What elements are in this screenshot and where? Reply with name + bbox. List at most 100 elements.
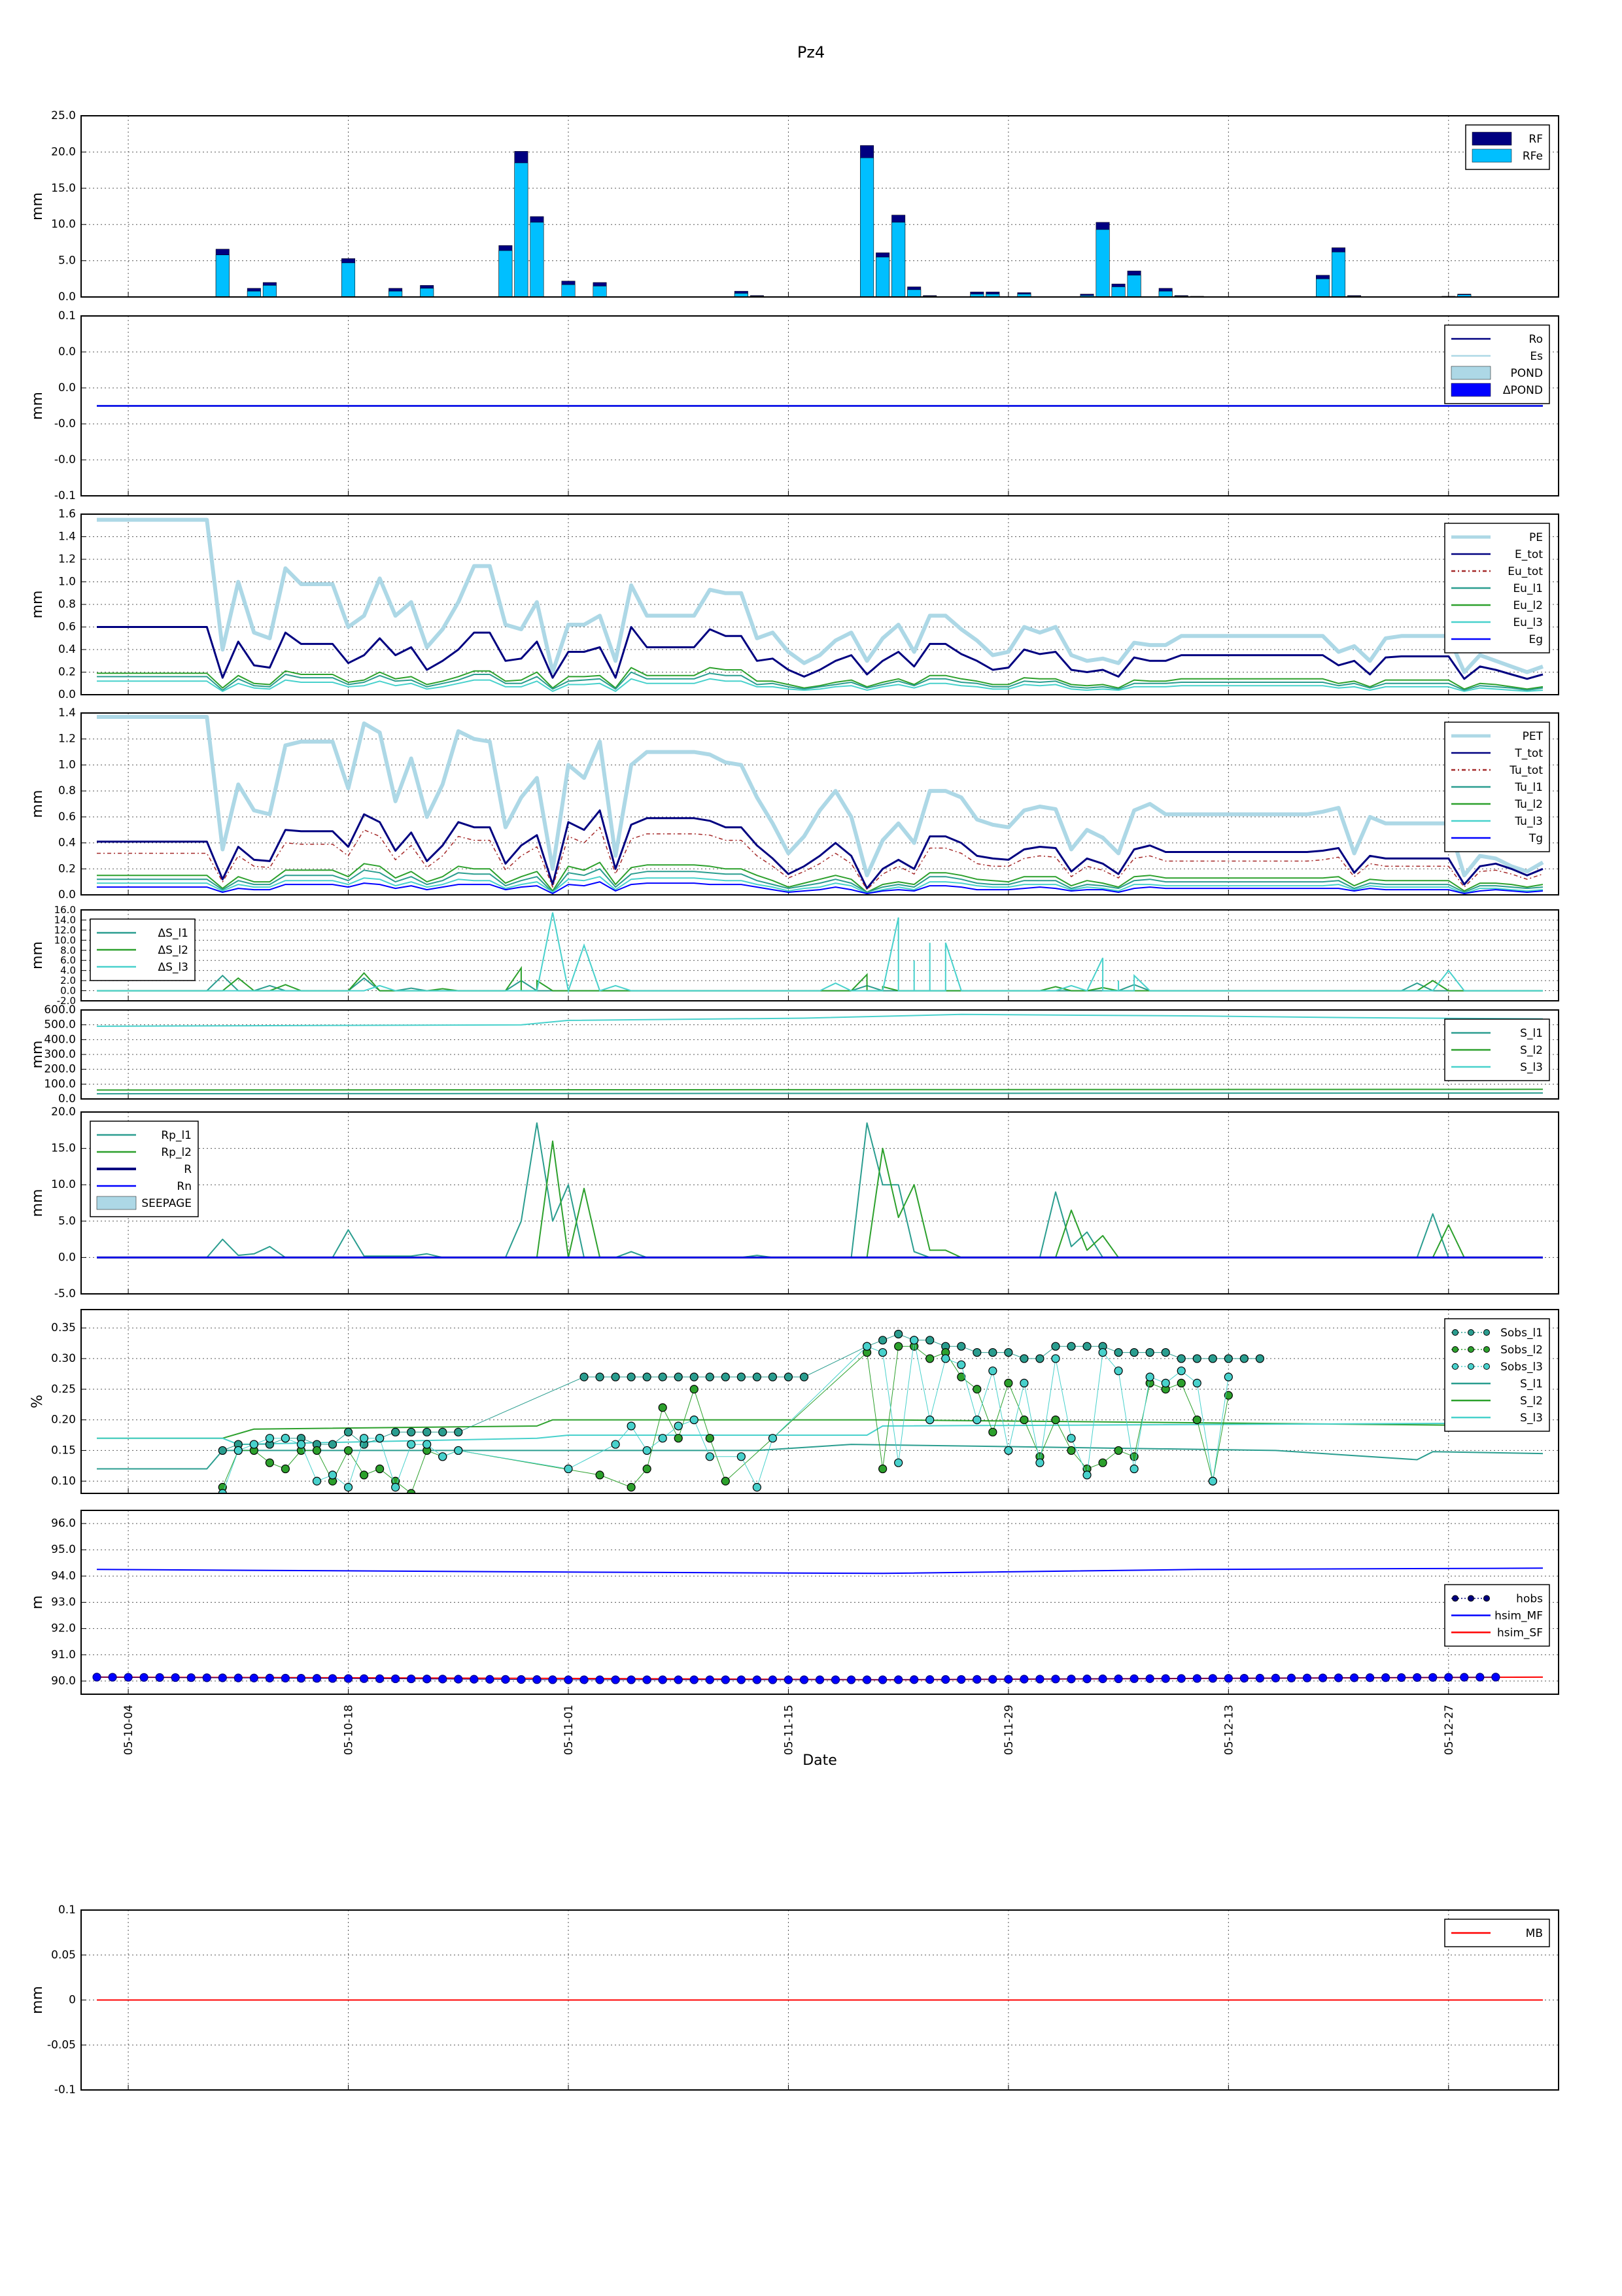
legend-label: Ro (1529, 333, 1543, 346)
obs-point-Sobs_l2 (1224, 1391, 1233, 1400)
ytick-label: 95.0 (51, 1543, 76, 1556)
obs-point-Sobs_l1 (925, 1336, 935, 1345)
obs-point-Sobs_l1 (784, 1372, 793, 1382)
bar-RFe (215, 254, 230, 297)
obs-point-hobs (752, 1675, 761, 1684)
obs-point-hobs (1145, 1674, 1154, 1683)
obs-point-Sobs_l3 (1145, 1372, 1154, 1382)
obs-point-Sobs_l2 (627, 1483, 636, 1492)
bar-RFe (247, 290, 261, 297)
obs-point-hobs (296, 1674, 306, 1683)
legend-dot (1483, 1363, 1490, 1370)
obs-point-Sobs_l1 (1177, 1354, 1186, 1363)
obs-point-hobs (1349, 1673, 1359, 1682)
obs-point-Sobs_l3 (1082, 1470, 1092, 1480)
ytick-label: 1.4 (58, 706, 76, 720)
obs-point-Sobs_l1 (1004, 1348, 1013, 1357)
panel-dstore: -2.00.02.04.06.08.010.012.014.016.0 mm ΔS_… (29, 904, 1559, 1007)
bar-RFe (860, 158, 874, 297)
series-line-Tu_l1 (97, 868, 1544, 893)
obs-point-Sobs_l3 (658, 1434, 667, 1443)
series-line-S_l3 (96, 1013, 1544, 1027)
legend-label: Rp_l2 (161, 1146, 192, 1159)
obs-point-Sobs_l2 (1020, 1416, 1029, 1425)
obs-point-hobs (658, 1675, 667, 1684)
ytick-label: 0.05 (51, 1949, 76, 1962)
ytick-label: 96.0 (51, 1517, 76, 1530)
legend-label: PET (1523, 730, 1544, 743)
obs-point-hobs (815, 1675, 825, 1684)
ytick-label: 100.0 (44, 1077, 76, 1090)
obs-point-hobs (1224, 1674, 1233, 1683)
obs-point-Sobs_l3 (973, 1416, 982, 1425)
obs-point-Sobs_l3 (1051, 1354, 1060, 1363)
panel-store: 0.0100.0200.0300.0400.0500.0600.0mmS_l1S… (29, 1003, 1559, 1105)
obs-point-hobs (1255, 1673, 1264, 1683)
obs-point-Sobs_l1 (407, 1427, 416, 1436)
obs-point-Sobs_l3 (627, 1421, 636, 1431)
obs-point-hobs (1082, 1675, 1092, 1684)
obs-point-hobs (359, 1674, 369, 1683)
ytick-label: 0.4 (58, 837, 76, 850)
series-line-ΔS_l2 (97, 965, 1543, 992)
legend-label: Rp_l1 (161, 1129, 192, 1142)
obs-point-Sobs_l1 (579, 1372, 589, 1382)
legend-dot (1468, 1346, 1474, 1353)
obs-point-Sobs_l2 (265, 1458, 274, 1467)
ytick-label: 25.0 (51, 109, 76, 122)
bar-RFe (514, 162, 528, 297)
obs-point-hobs (957, 1675, 966, 1684)
legend-runoff: Ro Es POND ΔPOND (1444, 324, 1550, 404)
obs-point-hobs (155, 1673, 164, 1682)
obs-point-Sobs_l3 (343, 1483, 353, 1492)
panel-mb: -0.1 -0.05 0 0.05 0.1 mm MB (29, 1904, 1559, 2096)
ytick-label: -0.0 (54, 453, 76, 466)
ytick-label: 10.0 (54, 934, 76, 946)
obs-point-Sobs_l2 (1114, 1446, 1123, 1455)
ytick-label: -0.0 (54, 417, 76, 430)
obs-point-hobs (312, 1674, 322, 1683)
axes-frame-store (80, 1009, 1559, 1100)
obs-point-hobs (642, 1675, 651, 1684)
obs-point-hobs (1381, 1673, 1390, 1682)
xtick-label: 05-10-04 (122, 1705, 135, 1755)
obs-point-Sobs_l2 (343, 1446, 353, 1455)
obs-point-Sobs_l3 (910, 1336, 919, 1345)
legend-dstore: ΔS_l1 ΔS_l2 ΔS_l3 (90, 918, 196, 981)
ytick-label: -0.05 (47, 2038, 76, 2051)
obs-point-hobs (1460, 1673, 1469, 1682)
obs-point-Sobs_l1 (1082, 1342, 1092, 1351)
obs-point-Sobs_l1 (1224, 1354, 1233, 1363)
ytick-label: 14.0 (54, 914, 76, 926)
legend-dot (1452, 1363, 1458, 1370)
legend-label: Eg (1528, 633, 1543, 646)
ytick-label: 0.25 (51, 1383, 76, 1396)
xtick-label: 05-12-27 (1443, 1705, 1456, 1755)
obs-point-Sobs_l3 (1067, 1434, 1076, 1443)
legend-swatch (1451, 366, 1491, 380)
obs-point-Sobs_l3 (564, 1464, 573, 1474)
axes-frame-recharge (80, 1111, 1559, 1295)
axes-frame-evap (80, 513, 1559, 695)
bar-RFe (341, 262, 356, 297)
series-line-Tg (97, 881, 1544, 894)
obs-point-hobs (878, 1675, 888, 1684)
obs-point-Sobs_l2 (878, 1464, 888, 1474)
legend-label: hobs (1516, 1593, 1543, 1606)
ytick-label: 0.8 (58, 598, 76, 611)
bar-RFe (561, 284, 576, 297)
obs-point-hobs (1397, 1673, 1406, 1682)
obs-point-Sobs_l3 (752, 1483, 761, 1492)
obs-point-Sobs_l1 (328, 1440, 337, 1449)
obs-point-Sobs_l1 (1239, 1354, 1249, 1363)
obs-point-Sobs_l3 (1224, 1372, 1233, 1382)
legend-label: Es (1530, 350, 1543, 363)
legend-dot (1468, 1329, 1474, 1336)
bar-RFe (1158, 290, 1173, 297)
obs-point-hobs (595, 1675, 604, 1684)
obs-point-Sobs_l3 (689, 1416, 699, 1425)
y-axis-label: % (29, 1395, 46, 1408)
obs-point-hobs (1067, 1675, 1076, 1684)
obs-point-Sobs_l2 (925, 1354, 935, 1363)
obs-point-hobs (1334, 1673, 1343, 1682)
